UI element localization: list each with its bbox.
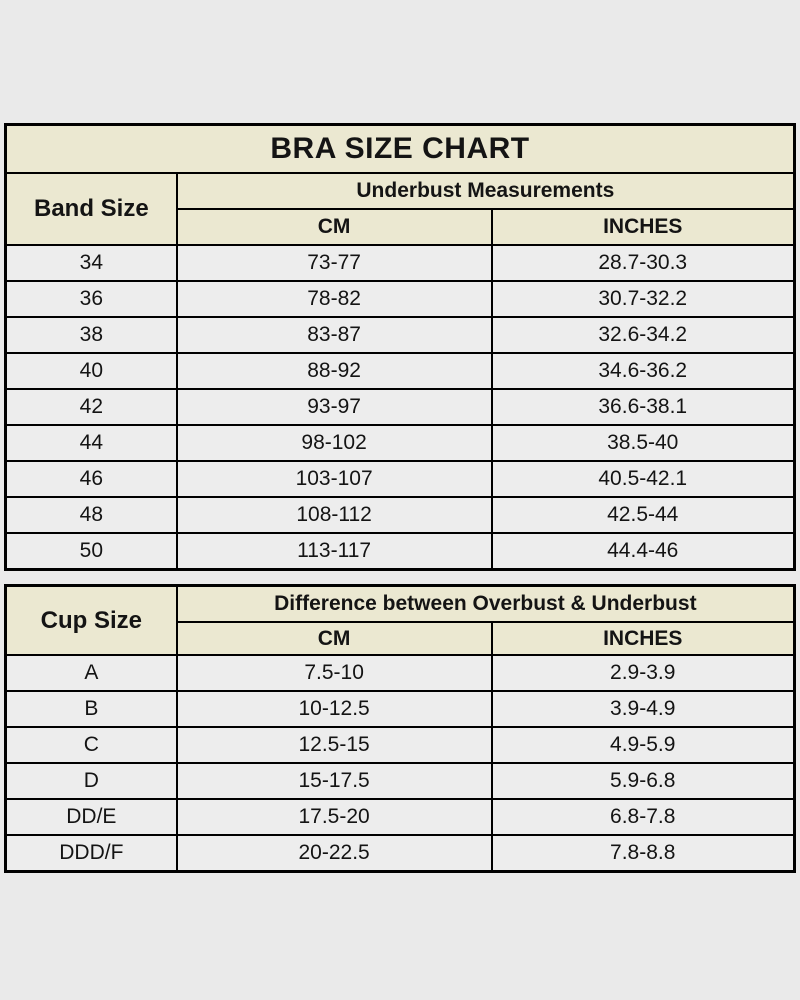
band-size-header: Band Size (4, 172, 178, 246)
table-row: B 10-12.5 3.9-4.9 (4, 690, 796, 728)
table-cell: 32.6-34.2 (490, 316, 796, 354)
table-cell: DD/E (4, 798, 178, 836)
table-cell: 93-97 (175, 388, 493, 426)
table-cell: 6.8-7.8 (490, 798, 796, 836)
band-size-table-header: BRA SIZE CHART Band Size Underbust Measu… (4, 123, 796, 246)
table-cell: 28.7-30.3 (490, 244, 796, 282)
table-cell: 73-77 (175, 244, 493, 282)
size-chart-container: BRA SIZE CHART Band Size Underbust Measu… (4, 123, 796, 873)
table-row: 42 93-97 36.6-38.1 (4, 388, 796, 426)
table-cell: C (4, 726, 178, 764)
band-size-table-body: 34 73-77 28.7-30.3 36 78-82 30.7-32.2 38 83-87 3… (4, 244, 796, 571)
table-cell: 4.9-5.9 (490, 726, 796, 764)
table-row: 38 83-87 32.6-34.2 (4, 316, 796, 354)
table-cell: B (4, 690, 178, 728)
table-cell: 88-92 (175, 352, 493, 390)
table-row: DD/E 17.5-20 6.8-7.8 (4, 798, 796, 836)
table-cell: 7.5-10 (175, 654, 493, 692)
cup-size-table: Cup Size Difference between Overbust & U… (4, 584, 796, 873)
cup-size-header: Cup Size (4, 584, 178, 656)
table-cell: 42 (4, 388, 178, 426)
table-cell: 12.5-15 (175, 726, 493, 764)
table-cell: 78-82 (175, 280, 493, 318)
unit-header-row: CM INCHES (6, 621, 796, 656)
difference-header: Difference between Overbust & Underbust (175, 584, 796, 623)
table-row: C 12.5-15 4.9-5.9 (4, 726, 796, 764)
table-cell: 36 (4, 280, 178, 318)
table-cell: 30.7-32.2 (490, 280, 796, 318)
table-cell: 2.9-3.9 (490, 654, 796, 692)
inches-column-header: INCHES (490, 621, 796, 656)
table-row: 40 88-92 34.6-36.2 (4, 352, 796, 390)
underbust-measurements-header: Underbust Measurements (175, 172, 796, 210)
band-size-table: BRA SIZE CHART Band Size Underbust Measu… (4, 123, 796, 571)
table-cell: 34 (4, 244, 178, 282)
chart-title: BRA SIZE CHART (4, 123, 796, 174)
group-header-row: Band Size Underbust Measurements (4, 172, 796, 246)
table-cell: 38 (4, 316, 178, 354)
cup-size-table-header: Cup Size Difference between Overbust & U… (4, 584, 796, 656)
cm-column-header: CM (175, 621, 493, 656)
table-cell: D (4, 762, 178, 800)
cm-column-header: CM (175, 208, 493, 246)
table-cell: DDD/F (4, 834, 178, 873)
table-cell: 3.9-4.9 (490, 690, 796, 728)
table-cell: 46 (4, 460, 178, 498)
table-cell: 103-107 (175, 460, 493, 498)
table-row: DDD/F 20-22.5 7.8-8.8 (4, 834, 796, 873)
cup-size-table-body: A 7.5-10 2.9-3.9 B 10-12.5 3.9-4.9 C 12.5-15 4.9… (4, 654, 796, 873)
table-row: 46 103-107 40.5-42.1 (4, 460, 796, 498)
table-row: 36 78-82 30.7-32.2 (4, 280, 796, 318)
table-cell: 36.6-38.1 (490, 388, 796, 426)
table-cell: 50 (4, 532, 178, 571)
table-cell: 48 (4, 496, 178, 534)
table-cell: 5.9-6.8 (490, 762, 796, 800)
table-cell: 17.5-20 (175, 798, 493, 836)
table-cell: 44 (4, 424, 178, 462)
table-cell: A (4, 654, 178, 692)
inches-column-header: INCHES (490, 208, 796, 246)
table-cell: 108-112 (175, 496, 493, 534)
table-title-row: BRA SIZE CHART (4, 123, 796, 174)
table-cell: 15-17.5 (175, 762, 493, 800)
table-row: 50 113-117 44.4-46 (4, 532, 796, 571)
table-row: A 7.5-10 2.9-3.9 (4, 654, 796, 692)
table-row: 44 98-102 38.5-40 (4, 424, 796, 462)
table-cell: 40.5-42.1 (490, 460, 796, 498)
table-row: 48 108-112 42.5-44 (4, 496, 796, 534)
table-row: D 15-17.5 5.9-6.8 (4, 762, 796, 800)
table-cell: 10-12.5 (175, 690, 493, 728)
table-cell: 7.8-8.8 (490, 834, 796, 873)
unit-header-row: CM INCHES (6, 208, 796, 246)
table-row: 34 73-77 28.7-30.3 (4, 244, 796, 282)
table-cell: 83-87 (175, 316, 493, 354)
table-cell: 40 (4, 352, 178, 390)
table-cell: 38.5-40 (490, 424, 796, 462)
table-cell: 98-102 (175, 424, 493, 462)
table-cell: 44.4-46 (490, 532, 796, 571)
table-cell: 113-117 (175, 532, 493, 571)
table-cell: 42.5-44 (490, 496, 796, 534)
table-cell: 34.6-36.2 (490, 352, 796, 390)
table-cell: 20-22.5 (175, 834, 493, 873)
group-header-row: Cup Size Difference between Overbust & U… (4, 584, 796, 656)
